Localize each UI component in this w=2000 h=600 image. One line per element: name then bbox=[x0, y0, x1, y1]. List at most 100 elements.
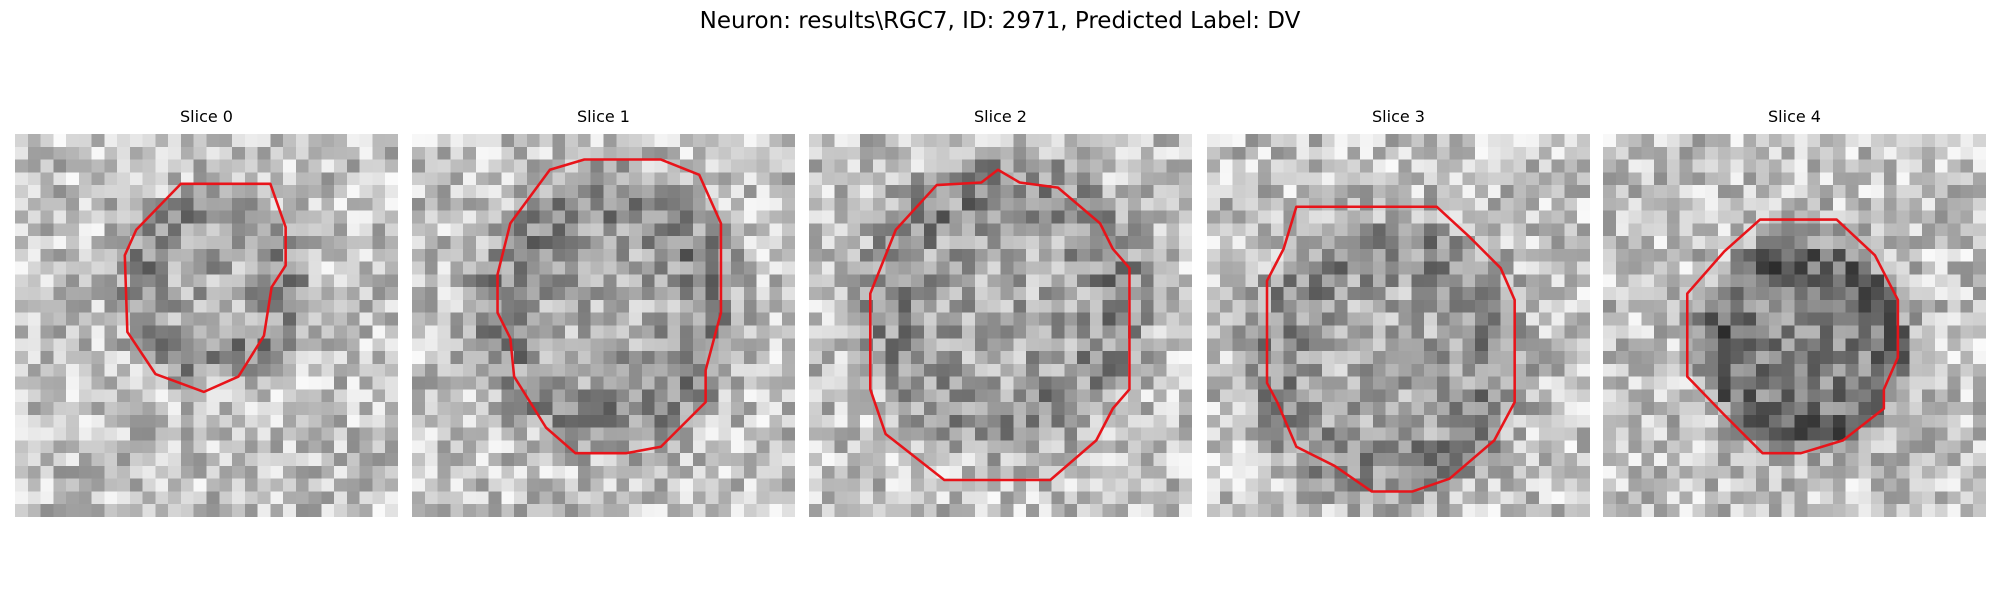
pixel bbox=[424, 312, 438, 326]
pixel bbox=[641, 248, 655, 262]
pixel bbox=[463, 414, 477, 428]
pixel bbox=[295, 389, 309, 403]
pixel bbox=[1051, 197, 1065, 211]
pixel bbox=[437, 274, 451, 288]
pixel bbox=[1551, 172, 1565, 186]
pixel bbox=[1832, 478, 1846, 492]
pixel bbox=[270, 172, 284, 186]
pixel bbox=[1064, 210, 1078, 224]
pixel bbox=[1500, 363, 1514, 377]
pixel bbox=[1858, 491, 1872, 505]
pixel bbox=[1258, 261, 1272, 275]
pixel bbox=[1947, 172, 1961, 186]
pixel bbox=[1424, 414, 1438, 428]
pixel bbox=[1705, 338, 1719, 352]
pixel bbox=[1051, 440, 1065, 454]
pixel bbox=[1960, 325, 1974, 339]
pixel bbox=[911, 274, 925, 288]
pixel bbox=[1051, 363, 1065, 377]
pixel bbox=[334, 134, 348, 148]
pixel bbox=[1309, 223, 1323, 237]
pixel bbox=[1296, 185, 1310, 199]
pixel bbox=[193, 351, 207, 365]
pixel bbox=[1871, 287, 1885, 301]
pixel bbox=[1603, 172, 1617, 186]
pixel bbox=[1896, 274, 1910, 288]
pixel bbox=[1026, 414, 1040, 428]
pixel bbox=[769, 504, 783, 517]
pixel bbox=[1385, 312, 1399, 326]
pixel bbox=[936, 210, 950, 224]
pixel bbox=[1258, 159, 1272, 173]
pixel bbox=[1334, 363, 1348, 377]
pixel bbox=[1973, 299, 1986, 313]
pixel bbox=[501, 159, 515, 173]
pixel bbox=[53, 274, 67, 288]
pixel bbox=[526, 236, 540, 250]
pixel bbox=[334, 325, 348, 339]
pixel bbox=[437, 351, 451, 365]
pixel bbox=[809, 210, 823, 224]
pixel bbox=[936, 491, 950, 505]
pixel bbox=[834, 465, 848, 479]
pixel bbox=[1513, 185, 1527, 199]
pixel bbox=[308, 287, 322, 301]
pixel bbox=[1153, 236, 1167, 250]
pixel bbox=[1934, 402, 1948, 416]
pixel bbox=[898, 325, 912, 339]
pixel bbox=[78, 185, 92, 199]
pixel bbox=[1922, 134, 1936, 148]
pixel bbox=[155, 185, 169, 199]
pixel bbox=[129, 261, 143, 275]
pixel bbox=[911, 325, 925, 339]
pixel bbox=[1128, 146, 1142, 160]
pixel bbox=[1115, 376, 1129, 390]
pixel bbox=[1245, 146, 1259, 160]
pixel bbox=[1858, 351, 1872, 365]
pixel bbox=[1666, 363, 1680, 377]
pixel bbox=[1258, 210, 1272, 224]
pixel bbox=[1603, 414, 1617, 428]
pixel bbox=[1641, 172, 1655, 186]
pixel bbox=[193, 465, 207, 479]
pixel bbox=[680, 325, 694, 339]
pixel bbox=[463, 504, 477, 517]
pixel bbox=[488, 414, 502, 428]
pixel bbox=[1794, 299, 1808, 313]
pixel bbox=[346, 185, 360, 199]
pixel bbox=[1577, 338, 1590, 352]
pixel bbox=[1781, 504, 1795, 517]
pixel bbox=[1051, 299, 1065, 313]
pixel bbox=[1140, 134, 1154, 148]
pixel bbox=[1947, 414, 1961, 428]
pixel bbox=[1794, 453, 1808, 467]
pixel bbox=[219, 453, 233, 467]
pixel bbox=[463, 261, 477, 275]
pixel bbox=[1934, 363, 1948, 377]
pixel bbox=[1615, 248, 1629, 262]
pixel bbox=[1334, 427, 1348, 441]
pixel bbox=[1538, 363, 1552, 377]
pixel bbox=[1960, 261, 1974, 275]
pixel bbox=[847, 376, 861, 390]
pixel bbox=[1026, 274, 1040, 288]
pixel bbox=[1051, 427, 1065, 441]
pixel bbox=[1102, 376, 1116, 390]
pixel bbox=[809, 465, 823, 479]
pixel bbox=[91, 414, 105, 428]
pixel bbox=[1922, 185, 1936, 199]
pixel bbox=[1038, 491, 1052, 505]
pixel bbox=[565, 197, 579, 211]
pixel bbox=[1283, 351, 1297, 365]
pixel bbox=[1475, 325, 1489, 339]
pixel bbox=[219, 236, 233, 250]
pixel bbox=[680, 453, 694, 467]
pixel bbox=[180, 453, 194, 467]
pixel bbox=[412, 159, 426, 173]
pixel bbox=[321, 440, 335, 454]
pixel bbox=[616, 223, 630, 237]
pixel bbox=[1615, 440, 1629, 454]
pixel bbox=[1309, 287, 1323, 301]
pixel bbox=[1513, 478, 1527, 492]
pixel bbox=[1296, 312, 1310, 326]
